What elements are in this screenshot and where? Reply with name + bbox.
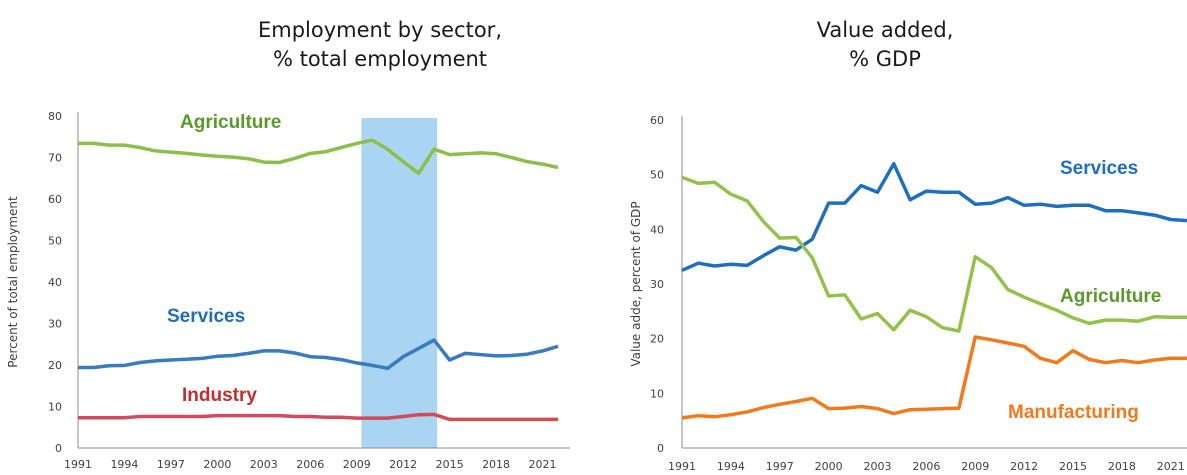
chart2-x-tick-label: 2000 (815, 460, 843, 473)
chart2-y-tick-label: 50 (650, 169, 664, 182)
chart2-x-tick-label: 1997 (766, 460, 794, 473)
chart1-x-tick-label: 2018 (482, 458, 510, 471)
chart1-x-tick-label: 2012 (389, 458, 417, 471)
chart1-services-line (78, 338, 559, 371)
chart1-y-tick-label: 60 (48, 193, 62, 206)
chart2-title: Value added, % GDP (650, 16, 1120, 74)
chart2-x-tick-label: 2006 (912, 460, 940, 473)
chart2-manufacturing-label: Manufacturing (1008, 402, 1139, 423)
chart2-agriculture-line (681, 175, 1187, 333)
chart1-agriculture-line (78, 138, 559, 176)
chart1-x-tick-label: 2021 (529, 458, 557, 471)
chart2-y-tick-label: 10 (650, 387, 664, 400)
chart1-y-tick-label: 40 (48, 276, 62, 289)
chart1-x-tick-label: 1997 (157, 458, 185, 471)
chart2-agriculture-label: Agriculture (1060, 286, 1161, 307)
chart1-highlight-band (361, 118, 438, 448)
chart1-y-tick-label: 30 (48, 318, 62, 331)
chart1-title: Employment by sector, % total employment (150, 16, 610, 74)
chart1-y-tick-label: 10 (48, 401, 62, 414)
chart1-title-line1: Employment by sector, (258, 18, 502, 42)
chart2-x-tick-label: 2009 (961, 460, 989, 473)
chart1-y-tick-label: 80 (48, 110, 62, 123)
chart1-title-line2: % total employment (272, 47, 488, 71)
employment-chart: 0 10 20 30 40 50 60 70 80 1991 1994 1997 2000 2003 200… (6, 110, 570, 471)
chart1-y-tick-label: 50 (48, 235, 62, 248)
chart2-services-line (681, 161, 1187, 272)
chart2-y-tick-label: 20 (650, 333, 664, 346)
chart1-x-tick-label: 1991 (64, 458, 92, 471)
chart1-x-tick-label: 2015 (436, 458, 464, 471)
chart2-y-tick-label: 0 (657, 442, 664, 455)
chart2-manufacturing-line (681, 335, 1187, 420)
chart1-x-tick-label: 2009 (343, 458, 371, 471)
chart2-x-tick-label: 2018 (1108, 460, 1136, 473)
chart1-y-tick-label: 0 (55, 442, 62, 455)
chart1-y-tick-label: 70 (48, 152, 62, 165)
chart1-agriculture-label: Agriculture (180, 112, 281, 133)
chart1-industry-line (78, 412, 558, 422)
chart2-title-line1: Value added, (816, 18, 954, 42)
chart1-industry-label: Industry (182, 385, 257, 406)
chart2-y-tick-label: 30 (650, 278, 664, 291)
chart2-x-tick-label: 1991 (668, 460, 696, 473)
chart2-title-line2: % GDP (849, 47, 921, 71)
chart2-y-tick-label: 60 (650, 114, 664, 127)
chart1-x-tick-label: 2006 (296, 458, 324, 471)
chart2-x-tick-label: 2012 (1010, 460, 1038, 473)
chart2-x-tick-label: 1994 (717, 460, 745, 473)
chart1-y-tick-label: 20 (48, 359, 62, 372)
chart2-x-tick-label: 2015 (1059, 460, 1087, 473)
chart1-x-tick-label: 2003 (250, 458, 278, 471)
chart2-x-tick-label: 2021 (1157, 460, 1185, 473)
chart2-y-tick-label: 40 (650, 223, 664, 236)
chart1-x-tick-label: 1994 (110, 458, 138, 471)
chart1-y-axis-label: Percent of total employment (6, 196, 20, 368)
chart2-services-label: Services (1060, 158, 1138, 179)
chart2-y-axis-label: Value adde, percent of GDP (629, 201, 643, 366)
chart1-services-label: Services (167, 306, 245, 327)
chart2-x-tick-label: 2003 (863, 460, 891, 473)
chart1-x-tick-label: 2000 (203, 458, 231, 471)
